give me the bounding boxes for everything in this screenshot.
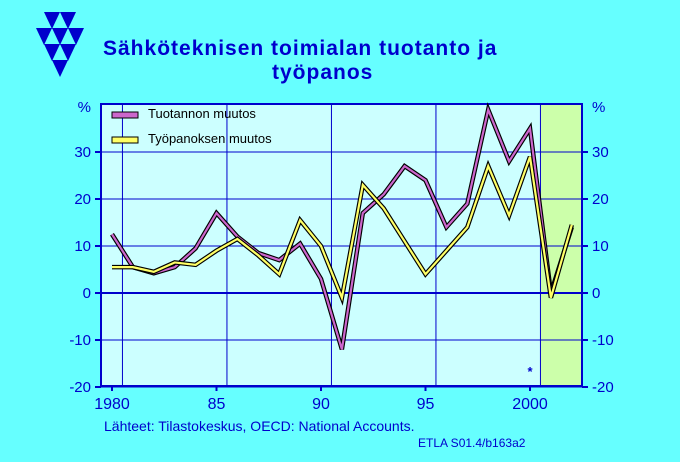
- y-tick-label-left: -20: [69, 379, 91, 396]
- x-tick-label: 85: [208, 396, 226, 413]
- y-tick-label-left: 30: [74, 144, 91, 161]
- legend-swatch: [111, 136, 139, 144]
- source-note: Lähteet: Tilastokeskus, OECD: National A…: [104, 418, 415, 434]
- y-tick-label-left: 20: [74, 191, 91, 208]
- legend-swatch: [111, 111, 139, 119]
- y-tick-label-right: -20: [592, 379, 614, 396]
- x-tick-label: 1980: [94, 396, 130, 413]
- y-tick-label-left: 0: [83, 285, 91, 302]
- x-tick-label: 2000: [512, 396, 548, 413]
- y-unit-left: %: [78, 99, 91, 116]
- y-tick-label-right: 20: [592, 191, 609, 208]
- series-stroke: [111, 106, 573, 350]
- chart-title-line-2: työpanos: [272, 61, 374, 84]
- legend-label: Työpanoksen muutos: [148, 131, 272, 146]
- forecast-band: [540, 104, 582, 386]
- y-tick-label-right: -10: [592, 332, 614, 349]
- x-tick-label: 95: [417, 396, 435, 413]
- y-tick-label-right: 0: [592, 285, 600, 302]
- legend: Tuotannon muutos Työpanoksen muutos: [111, 106, 272, 146]
- y-tick-label-left: 10: [74, 238, 91, 255]
- chart-title-line-1: Sähköteknisen toimialan tuotanto ja: [103, 37, 498, 60]
- series-stroke: [112, 156, 573, 302]
- chart-code: ETLA S01.4/b163a2: [418, 436, 526, 450]
- x-tick-label: 90: [312, 396, 330, 413]
- series-line-tyopanoksen-muutos: [112, 155, 574, 306]
- y-tick-label-right: 30: [592, 144, 609, 161]
- forecast-marker: *: [527, 364, 533, 379]
- y-unit-right: %: [592, 99, 605, 116]
- y-tick-label-right: 10: [592, 238, 609, 255]
- series-line-tuotannon-muutos: [110, 102, 574, 351]
- legend-label: Tuotannon muutos: [148, 106, 256, 121]
- y-tick-label-left: -10: [69, 332, 91, 349]
